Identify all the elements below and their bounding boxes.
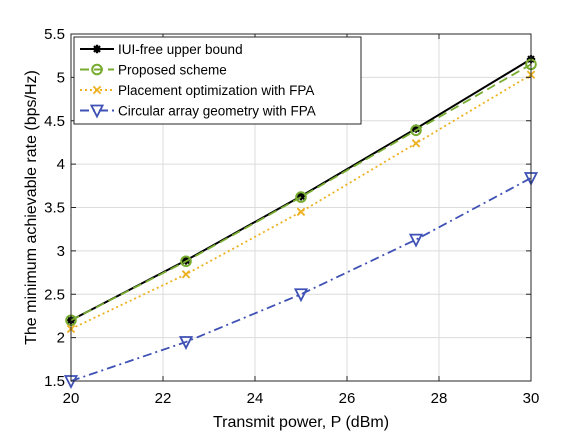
y-tick-label: 3 xyxy=(57,243,65,260)
data-point-marker xyxy=(296,207,306,217)
y-axis-title: The minimum achievable rate (bps/Hz) xyxy=(23,70,40,345)
series-line xyxy=(70,63,532,322)
legend-label: Placement optimization with FPA xyxy=(118,83,314,98)
y-tick-label: 4.5 xyxy=(44,113,65,130)
legend-item: Placement optimization with FPA xyxy=(80,83,314,98)
y-tick-label: 5 xyxy=(57,69,65,86)
x-tick-label: 28 xyxy=(431,390,448,407)
legend-item: IUI-free upper bound xyxy=(80,42,243,57)
x-tick-label: 22 xyxy=(155,390,172,407)
y-tick-label: 2.5 xyxy=(44,286,65,303)
axis-ticks: 20 22 24 26 28 30 1.5 2 2.5 3 3.5 4 4.5 5 5.5 xyxy=(44,26,539,407)
legend-box xyxy=(73,36,362,125)
x-tick-label: 20 xyxy=(63,390,80,407)
legend: IUI-free upper bound Proposed scheme Place… xyxy=(73,36,362,125)
y-tick-label: 5.5 xyxy=(44,26,65,43)
data-point-marker xyxy=(408,233,424,248)
data-point-marker xyxy=(91,63,103,76)
x-axis-title: Transmit power, P (dBm) xyxy=(213,414,389,431)
x-tick-label: 26 xyxy=(339,390,356,407)
data-point-marker xyxy=(411,124,421,133)
y-tick-label: 1.5 xyxy=(44,373,65,390)
x-tick-label: 24 xyxy=(247,390,264,407)
y-tick-label: 4 xyxy=(57,156,65,173)
legend-label: IUI-free upper bound xyxy=(118,42,243,57)
x-tick-label: 30 xyxy=(523,390,540,407)
legend-label: Proposed scheme xyxy=(118,63,227,78)
data-point-marker xyxy=(180,255,192,268)
legend-item: Circular array geometry with FPA xyxy=(80,104,316,119)
y-tick-label: 3.5 xyxy=(44,200,65,217)
data-point-marker xyxy=(293,288,309,303)
legend-item: Proposed scheme xyxy=(80,63,227,78)
series-line xyxy=(70,177,532,382)
data-point-marker xyxy=(411,139,421,148)
data-point-marker xyxy=(295,191,307,203)
data-point-marker xyxy=(178,336,194,350)
data-point-marker xyxy=(92,85,102,95)
data-point-marker xyxy=(89,104,105,119)
data-point-marker xyxy=(92,44,102,54)
data-point-marker xyxy=(181,270,191,279)
series-4 xyxy=(63,172,539,389)
data-point-marker xyxy=(410,124,422,137)
y-tick-label: 2 xyxy=(57,330,65,347)
series-line xyxy=(70,73,532,330)
legend-label: Circular array geometry with FPA xyxy=(118,104,316,119)
data-point-marker xyxy=(296,192,306,201)
